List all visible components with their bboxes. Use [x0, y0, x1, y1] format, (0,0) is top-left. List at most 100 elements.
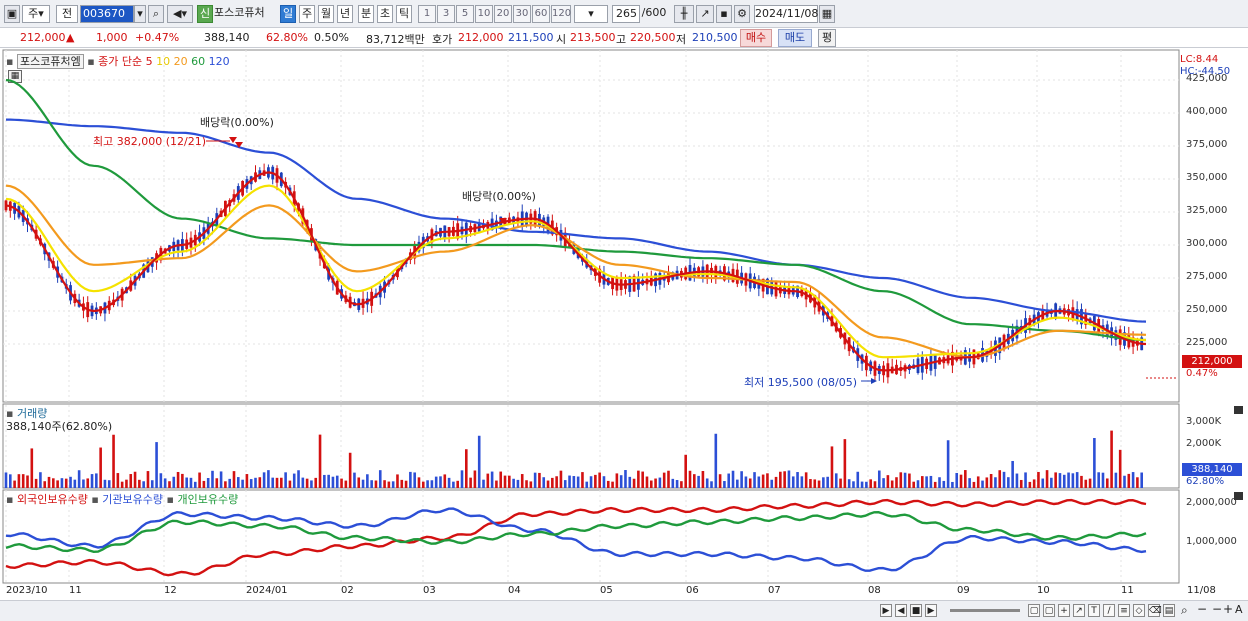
volume-bar — [138, 479, 141, 488]
stock-legend-name[interactable]: 포스코퓨처엠 — [16, 54, 84, 69]
buy-button[interactable]: 매수 — [740, 29, 772, 47]
interval-10[interactable]: 10 — [475, 5, 493, 23]
candle-body — [503, 217, 507, 226]
volume-bar — [26, 475, 29, 488]
candle-body — [490, 218, 494, 231]
change-percent: +0.47% — [135, 31, 180, 44]
table-grid-icon[interactable]: ▦ — [8, 70, 22, 83]
x-label: 09 — [957, 585, 970, 596]
candle-body — [649, 275, 653, 286]
ma60-line — [5, 78, 1146, 342]
interval-dropdown[interactable]: ▾ — [574, 5, 608, 23]
trend-icon[interactable]: ↗ — [1073, 604, 1085, 617]
eraser-icon[interactable]: ⌫ — [1148, 604, 1162, 617]
period-tick[interactable]: 틱 — [396, 5, 412, 23]
period-year[interactable]: 년 — [337, 5, 353, 23]
calendar-icon[interactable]: ▦ — [819, 5, 835, 23]
scroll-slider[interactable] — [950, 609, 1020, 612]
count-input[interactable]: 265 — [612, 5, 640, 23]
interval-3[interactable]: 3 — [437, 5, 455, 23]
volume-bar — [1041, 478, 1045, 488]
interval-20[interactable]: 20 — [494, 5, 512, 23]
candle-body — [279, 172, 283, 187]
institution-legend[interactable]: 기관보유수량 — [102, 493, 164, 506]
period-minute[interactable]: 분 — [358, 5, 374, 23]
volume-bar — [176, 471, 180, 488]
period-day[interactable]: 일 — [280, 5, 296, 23]
volume-bar — [882, 478, 885, 488]
candle-body — [662, 275, 666, 281]
volume-bar — [998, 470, 1002, 488]
search-icon[interactable]: ⌕ — [1181, 603, 1188, 617]
gear-icon[interactable]: ⚙ — [734, 5, 750, 23]
volume-legend-label[interactable]: 거래량 — [16, 407, 48, 420]
stop-icon[interactable]: ■ — [910, 604, 922, 617]
shape-icon[interactable]: ◇ — [1133, 604, 1145, 617]
candle-body — [951, 351, 954, 366]
high-annotation-text: 최고 382,000 (12/21) — [93, 135, 207, 148]
chevron-down-icon[interactable]: ▾ — [134, 5, 146, 23]
volume-bar — [1024, 472, 1027, 488]
volume-bar — [499, 471, 503, 488]
x-label: 11 — [1121, 585, 1134, 596]
period-week[interactable]: 주 — [299, 5, 315, 23]
forward-icon[interactable]: ▶ — [925, 604, 937, 617]
interval-30[interactable]: 30 — [513, 5, 531, 23]
line-icon[interactable]: / — [1103, 604, 1115, 617]
rewind-icon[interactable]: ◀ — [895, 604, 907, 617]
layers-icon[interactable]: ▤ — [1163, 604, 1175, 617]
interval-120[interactable]: 120 — [551, 5, 571, 23]
speaker-icon[interactable]: ◀▾ — [167, 5, 193, 23]
ma120-line — [6, 118, 1147, 323]
candle-body — [1015, 325, 1019, 339]
candle-body — [507, 217, 511, 225]
search-icon[interactable]: ⌕ — [148, 5, 164, 23]
volume-bar — [34, 478, 38, 488]
candle-body — [228, 200, 232, 207]
candle-icon[interactable]: ╫ — [674, 5, 694, 23]
volume-bar — [340, 478, 343, 488]
volume-bar — [826, 476, 829, 488]
close-panel-icon[interactable] — [1234, 492, 1243, 500]
period-month[interactable]: 월 — [318, 5, 334, 23]
close-panel-icon[interactable] — [1234, 406, 1243, 414]
zoom-in-icon[interactable]: + — [1223, 602, 1234, 616]
interval-60[interactable]: 60 — [532, 5, 550, 23]
volume-bar — [495, 480, 498, 488]
zoom-box-icon[interactable]: ▢ — [1028, 604, 1040, 617]
volume-bar — [779, 471, 782, 488]
period-second[interactable]: 초 — [377, 5, 393, 23]
volume-bar — [895, 477, 898, 488]
play-icon[interactable]: ▶ — [880, 604, 892, 617]
zoom-out-icon[interactable]: − — [1197, 602, 1208, 616]
text-icon[interactable]: T — [1088, 604, 1100, 617]
layout-icon[interactable]: ▣ — [4, 5, 20, 23]
copy-icon[interactable]: ▢ — [1043, 604, 1055, 617]
sell-button[interactable]: 매도 — [778, 29, 812, 47]
minus-icon[interactable]: − — [1212, 602, 1223, 616]
candle-body — [305, 220, 309, 231]
fib-icon[interactable]: ≡ — [1118, 604, 1130, 617]
candle-body — [989, 347, 993, 355]
candle-body — [512, 216, 516, 224]
date-input[interactable]: 2024/11/08 — [754, 5, 818, 23]
eval-button[interactable]: 평 — [818, 29, 836, 47]
save-icon[interactable]: ▪ — [716, 5, 732, 23]
font-size-icon[interactable]: A — [1235, 603, 1243, 616]
drawing-icon[interactable]: ↗ — [696, 5, 714, 23]
interval-1[interactable]: 1 — [418, 5, 436, 23]
mode-dropdown[interactable]: 전 — [56, 5, 78, 23]
candle-body — [193, 234, 197, 246]
stock-code-input[interactable]: 003670 — [80, 5, 134, 23]
foreign-legend[interactable]: 외국인보유수량 — [16, 493, 88, 506]
volume-bar — [211, 470, 214, 488]
period-dropdown[interactable]: 주▾ — [22, 5, 50, 23]
interval-5[interactable]: 5 — [456, 5, 474, 23]
candle-body — [938, 357, 941, 365]
volume-bar — [602, 476, 606, 488]
volume-bar — [787, 470, 791, 488]
candle-body — [981, 348, 984, 362]
cross-icon[interactable]: + — [1058, 604, 1070, 617]
individual-legend[interactable]: 개인보유수량 — [177, 493, 239, 506]
volume-bar — [727, 473, 731, 488]
